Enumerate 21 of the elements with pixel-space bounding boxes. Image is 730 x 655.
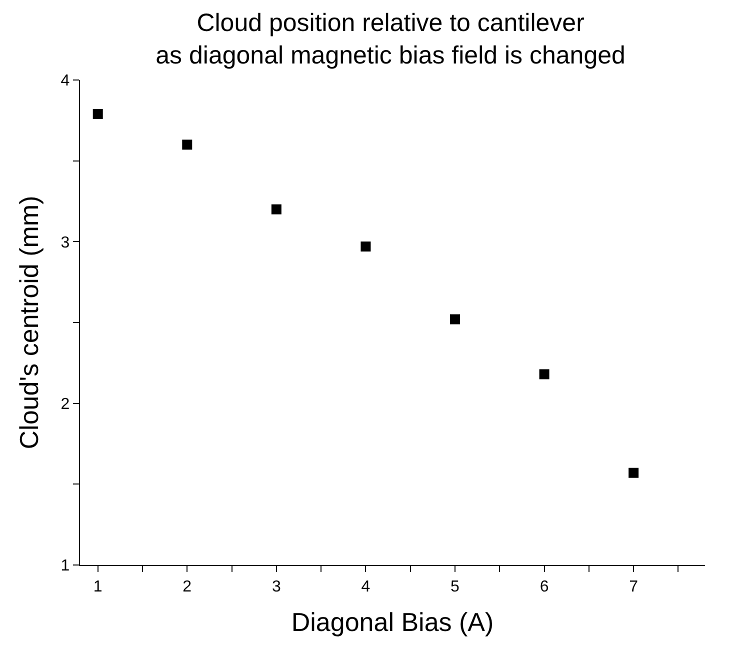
x-tick-label: 4 [361, 578, 370, 596]
point [450, 314, 460, 324]
x-tick-label: 6 [540, 578, 549, 596]
x-axis-title: Diagonal Bias (A) [291, 607, 494, 638]
y-tick-label: 1 [60, 558, 70, 575]
chart-title: Cloud position relative to cantilever as diagonal magnetic bias field is changed [156, 8, 626, 70]
x-tick-label: 2 [182, 578, 192, 596]
x-tick-label: 7 [629, 578, 638, 596]
y-tick-label: 4 [60, 72, 70, 90]
point [182, 140, 192, 150]
y-tick-label: 2 [60, 396, 70, 413]
x-tick-label: 5 [450, 578, 460, 596]
x-tick-label: 3 [272, 578, 281, 596]
x-tick-label: 1 [93, 578, 102, 596]
point [628, 468, 639, 478]
y-axis-title: Cloud's centroid (mm) [14, 196, 44, 450]
point [92, 108, 103, 119]
point [360, 242, 371, 252]
point [539, 369, 550, 380]
point [271, 204, 282, 214]
y-tick-label: 3 [60, 234, 70, 252]
